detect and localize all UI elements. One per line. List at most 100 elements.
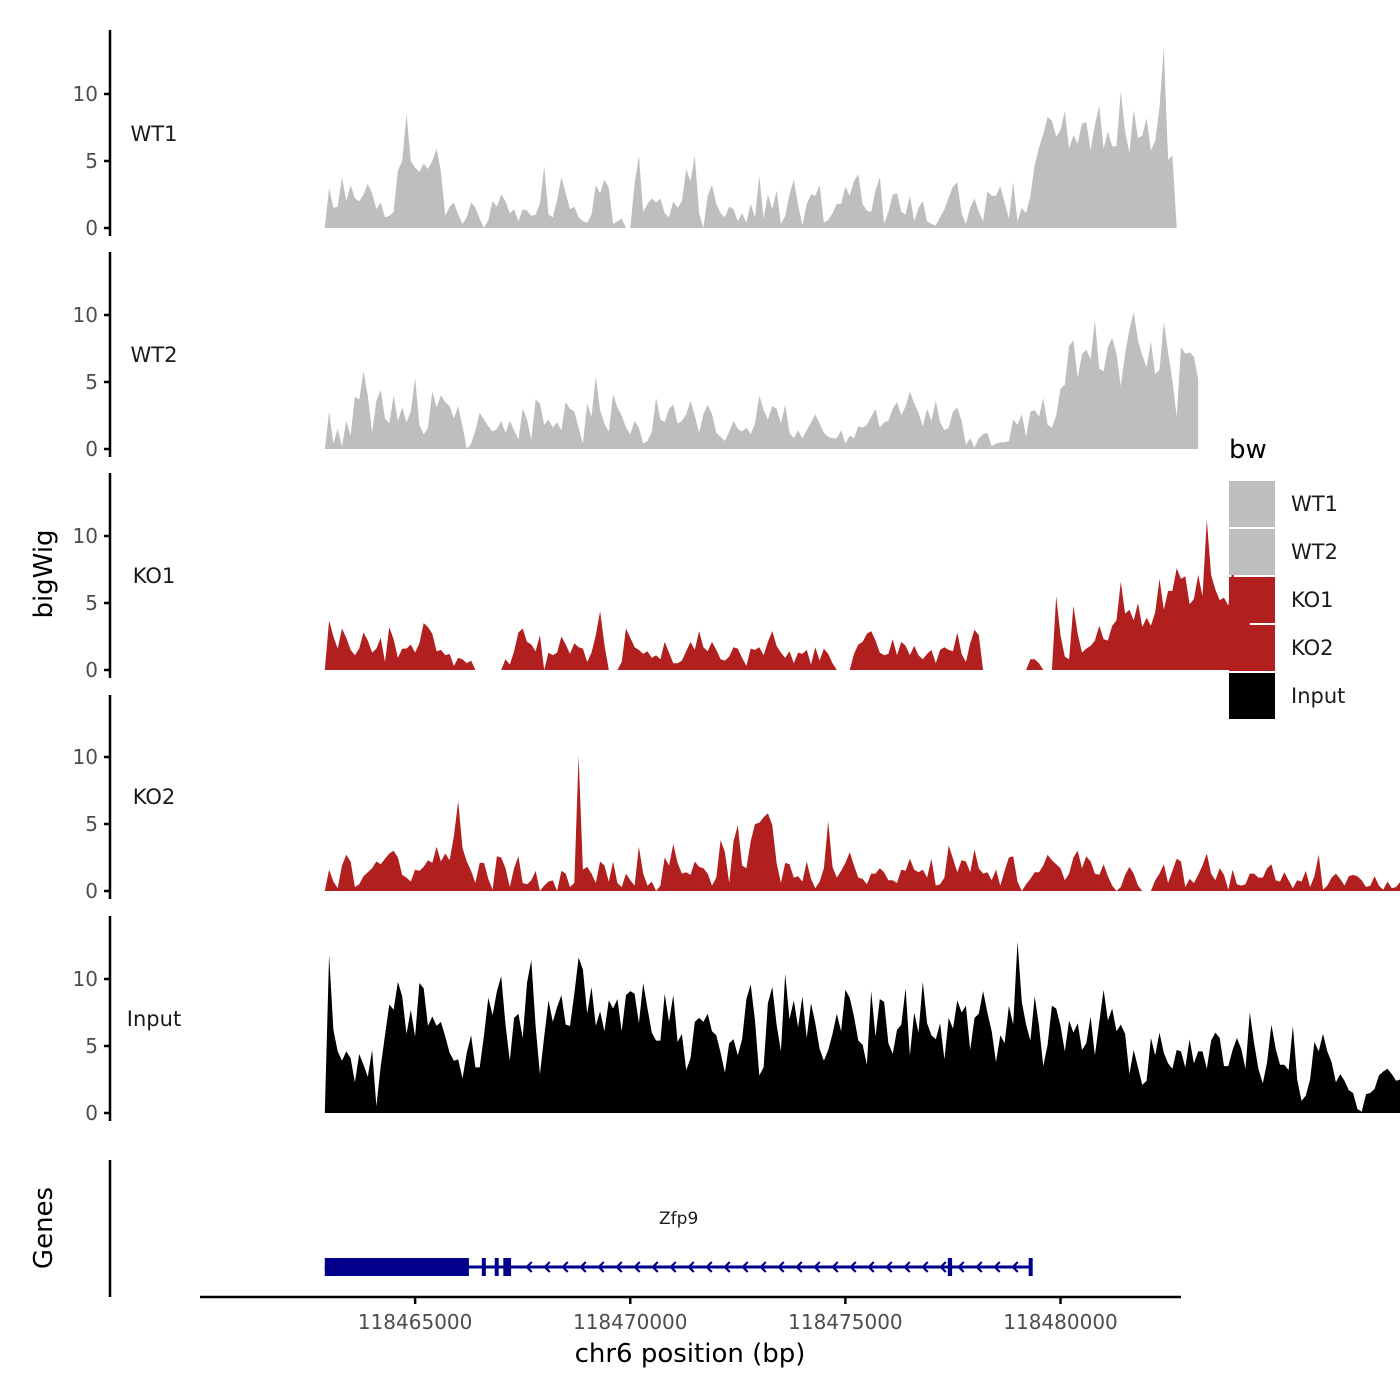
legend-label: WT1 — [1291, 492, 1338, 516]
strand-arrow — [597, 1261, 605, 1273]
strand-arrow — [957, 1261, 965, 1273]
legend-item-input: Input — [1229, 673, 1345, 719]
strand-arrow — [525, 1261, 533, 1273]
legend-swatch — [1229, 625, 1275, 671]
strand-arrow — [651, 1261, 659, 1273]
strand-arrow — [867, 1261, 875, 1273]
y-tick-label: 0 — [85, 437, 98, 461]
strand-arrow — [903, 1261, 911, 1273]
track-label-wt1: WT1 — [131, 122, 178, 146]
legend-label: KO1 — [1291, 588, 1334, 612]
legend: bw WT1 WT2 KO1 KO2 Input — [1229, 435, 1345, 719]
strand-arrow — [993, 1261, 1001, 1273]
exon — [481, 1258, 486, 1276]
y-tick-label: 10 — [73, 745, 98, 769]
y-tick-label: 0 — [85, 658, 98, 682]
legend-swatch — [1229, 577, 1275, 623]
exon — [324, 1258, 469, 1276]
track-panels: 0 5 10 WT1 0 5 10 WT2 0 5 10 KO1 0 5 10 KO2 0 5 10 Input — [73, 30, 1400, 1125]
strand-arrow — [939, 1261, 947, 1273]
strand-arrow — [759, 1261, 767, 1273]
legend-title: bw — [1229, 435, 1267, 465]
strand-arrow — [813, 1261, 821, 1273]
area-ko1-segment — [1051, 519, 1250, 670]
x-tick-label: 118475000 — [788, 1310, 903, 1334]
y-tick-label: 10 — [73, 303, 98, 327]
strand-arrow — [579, 1261, 587, 1273]
exon — [503, 1258, 512, 1276]
legend-label: KO2 — [1291, 636, 1334, 660]
strand-arrow — [543, 1261, 551, 1273]
track-input: 0 5 10 Input — [73, 916, 1400, 1125]
exon — [1028, 1258, 1033, 1276]
x-tick-label: 118480000 — [1003, 1310, 1118, 1334]
strand-arrow — [687, 1261, 695, 1273]
track-label-wt2: WT2 — [131, 343, 178, 367]
gene-panel: Zfp9 — [108, 1160, 1033, 1297]
strand-arrow — [795, 1261, 803, 1273]
strand-arrow — [1011, 1261, 1019, 1273]
exon — [947, 1258, 953, 1276]
y-tick-label: 10 — [73, 524, 98, 548]
strand-arrow — [561, 1261, 569, 1273]
strand-arrow — [705, 1261, 713, 1273]
y-tick-label: 5 — [85, 149, 98, 173]
track-ko2: 0 5 10 KO2 — [73, 695, 1400, 903]
gene-name-label: Zfp9 — [659, 1209, 698, 1229]
y-tick-label: 10 — [73, 967, 98, 991]
y-tick-label: 0 — [85, 216, 98, 240]
track-wt1: 0 5 10 WT1 — [73, 30, 1177, 240]
strand-arrow — [777, 1261, 785, 1273]
legend-item-ko1: KO1 — [1229, 577, 1334, 623]
strand-arrow — [615, 1261, 623, 1273]
x-axis: 118465000 118470000 118475000 118480000 — [200, 1295, 1181, 1334]
legend-label: WT2 — [1291, 540, 1338, 564]
x-axis-title: chr6 position (bp) — [575, 1339, 806, 1369]
strand-arrow — [723, 1261, 731, 1273]
track-wt2: 0 5 10 WT2 — [73, 252, 1199, 461]
track-label-ko1: KO1 — [133, 564, 176, 588]
area-ko1-segment — [501, 611, 609, 670]
legend-swatch — [1229, 529, 1275, 575]
y-tick-label: 5 — [85, 812, 98, 836]
area-wt2-segment — [324, 312, 1199, 449]
area-ko1-segment — [1026, 659, 1044, 670]
legend-item-wt1: WT1 — [1229, 481, 1338, 527]
area-ko1-segment — [617, 628, 837, 670]
legend-item-ko2: KO2 — [1229, 625, 1334, 671]
legend-item-wt2: WT2 — [1229, 529, 1338, 575]
y-axis-title: bigWig — [29, 529, 59, 618]
x-tick-label: 118465000 — [358, 1310, 473, 1334]
strand-arrow — [975, 1261, 983, 1273]
strand-arrow — [885, 1261, 893, 1273]
strand-arrow — [831, 1261, 839, 1273]
area-input-segment — [324, 941, 1400, 1113]
y-tick-label: 5 — [85, 370, 98, 394]
y-tick-label: 5 — [85, 1034, 98, 1058]
area-ko2-segment — [324, 755, 1143, 891]
strand-arrow — [669, 1261, 677, 1273]
genes-axis-title: Genes — [29, 1187, 59, 1269]
strand-arrow — [633, 1261, 641, 1273]
gene-zfp9: Zfp9 — [324, 1209, 1033, 1276]
exon — [494, 1258, 499, 1276]
y-tick-label: 5 — [85, 591, 98, 615]
area-wt1-segment — [324, 47, 1177, 228]
y-tick-label: 0 — [85, 1101, 98, 1125]
strand-arrow — [849, 1261, 857, 1273]
track-label-ko2: KO2 — [133, 785, 176, 809]
legend-swatch — [1229, 481, 1275, 527]
track-ko1: 0 5 10 KO1 — [73, 473, 1250, 682]
area-ko1-segment — [849, 629, 984, 670]
area-ko1-segment — [324, 620, 476, 670]
strand-arrow — [921, 1261, 929, 1273]
legend-swatch — [1229, 673, 1275, 719]
track-label-input: Input — [127, 1007, 181, 1031]
area-ko2-segment — [1150, 853, 1400, 891]
y-tick-label: 10 — [73, 82, 98, 106]
legend-label: Input — [1291, 684, 1345, 708]
strand-arrow — [741, 1261, 749, 1273]
y-tick-label: 0 — [85, 879, 98, 903]
x-tick-label: 118470000 — [573, 1310, 688, 1334]
